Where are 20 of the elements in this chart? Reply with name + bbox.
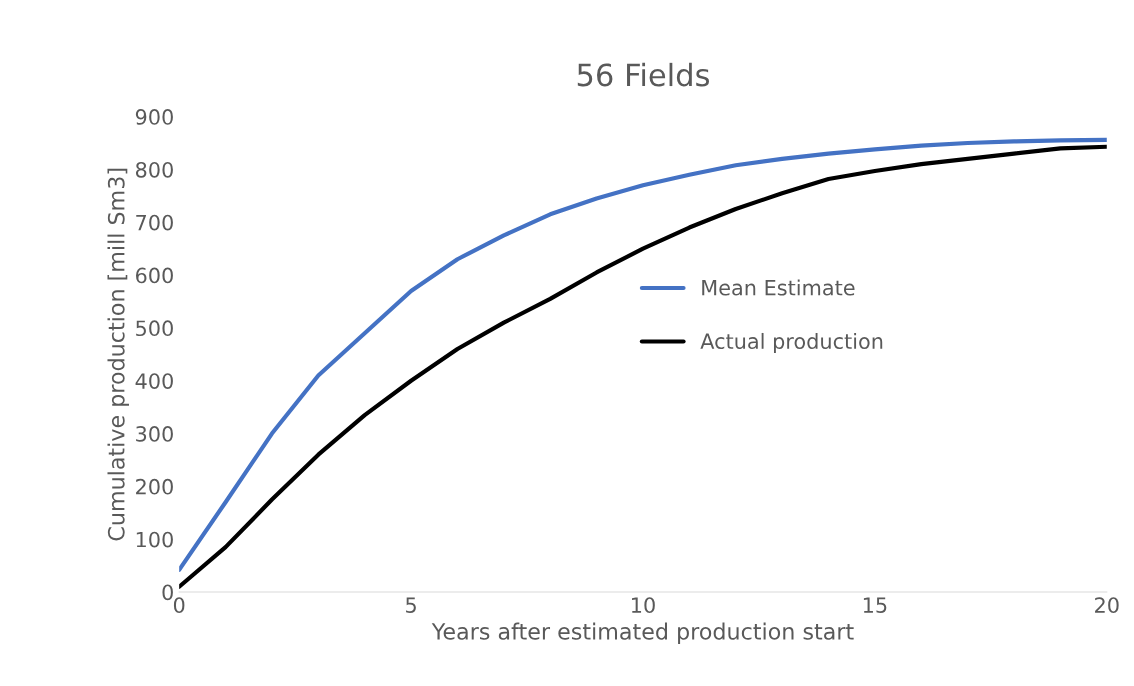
y-tick-label: 700 (136, 214, 173, 231)
x-axis-title: Years after estimated production start (431, 622, 854, 645)
chart-title: 56 Fields (577, 62, 710, 87)
y-tick-label: 300 (136, 426, 173, 442)
x-tick-label: 0 (173, 597, 185, 614)
y-tick-label: 800 (135, 161, 173, 178)
y-tick-label: 500 (136, 320, 173, 337)
y-tick-label: 0 (162, 584, 173, 601)
y-axis-title: Cumulative production [mill Sm3] (107, 168, 129, 541)
y-tick-label: 400 (135, 373, 173, 389)
x-tick-label: 20 (1095, 597, 1119, 614)
y-tick-label: 100 (136, 531, 173, 548)
y-tick-label: 600 (136, 267, 173, 284)
y-tick-label: 200 (136, 478, 173, 495)
x-tick-label: 10 (632, 597, 655, 614)
x-tick-label: 5 (406, 597, 416, 614)
y-tick-label: 900 (135, 109, 173, 125)
legend-label: Actual production (700, 332, 883, 354)
x-tick-label: 15 (863, 597, 887, 614)
legend-label: Mean Estimate (702, 279, 855, 296)
